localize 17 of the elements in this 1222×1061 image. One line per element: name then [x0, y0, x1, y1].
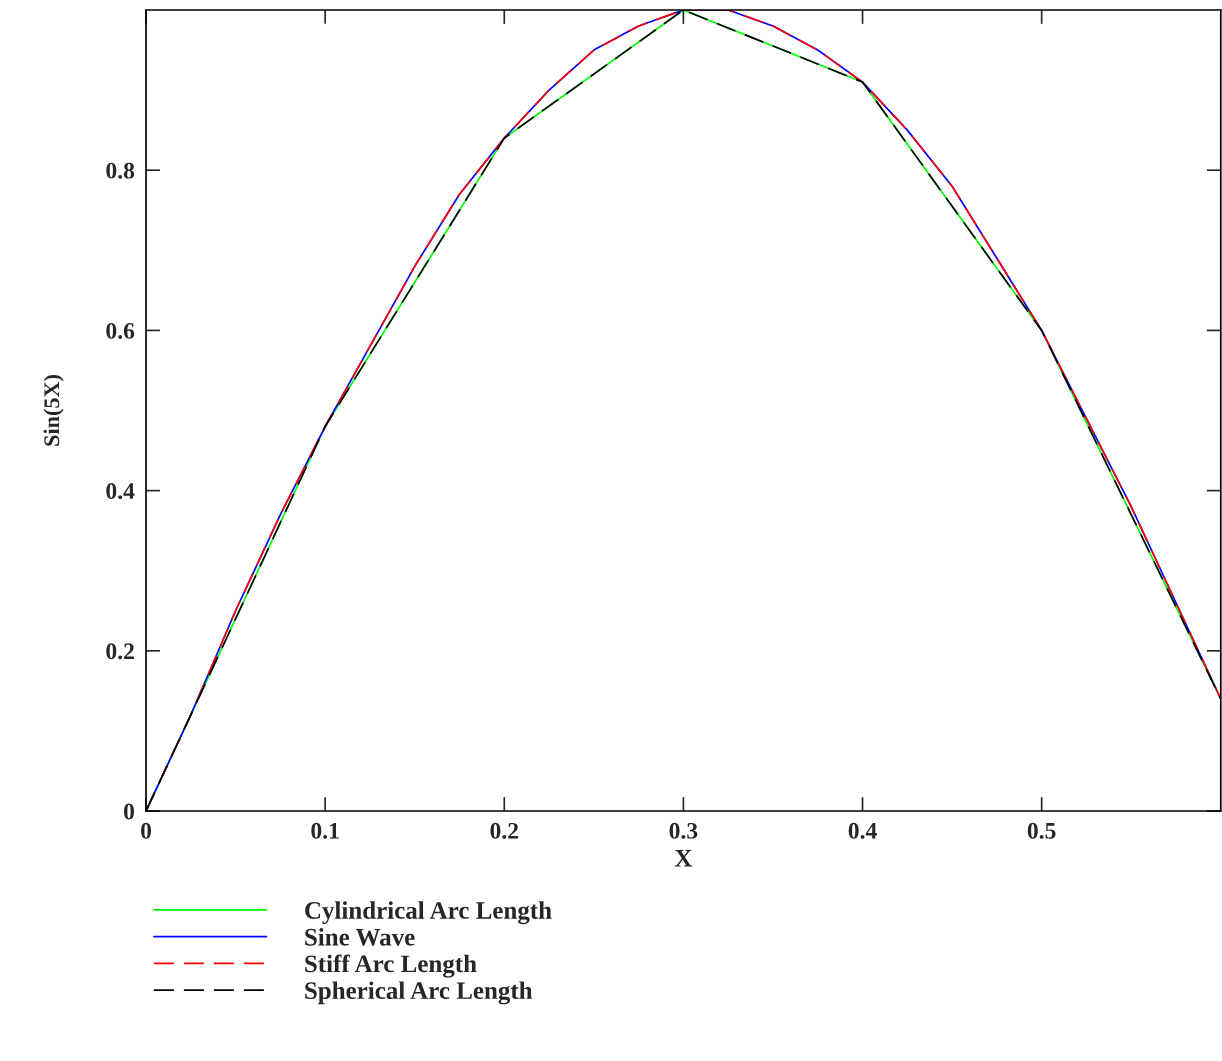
x-tick-label: 0.2	[490, 822, 519, 839]
y-tick-label: 0.8	[106, 162, 135, 179]
legend-label: Stiff Arc Length	[305, 954, 477, 978]
x-tick-label: 0.4	[848, 822, 877, 839]
x-tick-label: 0.1	[311, 822, 339, 839]
x-tick-label: 0.3	[669, 822, 698, 839]
y-tick-label: 0.4	[106, 483, 135, 500]
x-axis-title: X	[674, 850, 693, 867]
x-tick-label: 0	[141, 822, 152, 839]
y-axis-title: Sin(5X)	[43, 375, 64, 446]
y-tick-label: 0.6	[106, 322, 135, 339]
legend-label: Spherical Arc Length	[305, 981, 533, 1005]
x-tick-label: 0.5	[1027, 822, 1056, 839]
y-tick-label: 0	[124, 803, 135, 820]
y-tick-label: 0.2	[106, 643, 134, 660]
legend-label: Cylindrical Arc Length	[305, 901, 552, 925]
legend-label: Sine Wave	[305, 928, 415, 946]
